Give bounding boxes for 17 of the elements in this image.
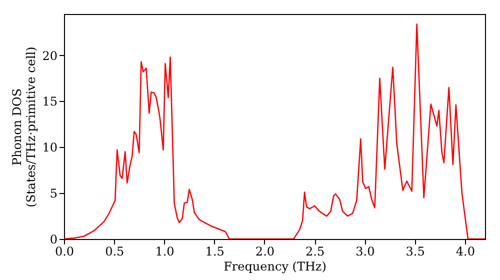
x-tick-label: 3.0 bbox=[356, 244, 375, 258]
y-tick-label: 0 bbox=[50, 232, 58, 246]
y-tick-label: 5 bbox=[50, 186, 58, 201]
x-tick-label: 2.0 bbox=[255, 244, 275, 258]
y-tick-label: 20 bbox=[42, 48, 58, 63]
line-series bbox=[64, 23, 485, 239]
x-tick-label: 2.5 bbox=[306, 244, 325, 258]
y-axis-title: Phonon DOS (States/THz·primitive cell) bbox=[10, 46, 38, 208]
x-tick-label: 3.5 bbox=[406, 244, 425, 258]
x-axis-title: Frequency (THz) bbox=[224, 260, 326, 274]
x-tick-label: 1.5 bbox=[205, 244, 224, 258]
x-tick-label: 1.0 bbox=[155, 244, 174, 258]
x-tick-label: 4.0 bbox=[456, 244, 475, 258]
y-tick-label: 15 bbox=[42, 94, 58, 109]
x-tick-label: 0.5 bbox=[105, 244, 124, 258]
x-tick-label: 0.0 bbox=[54, 244, 74, 258]
y-tick-label: 10 bbox=[42, 140, 58, 155]
